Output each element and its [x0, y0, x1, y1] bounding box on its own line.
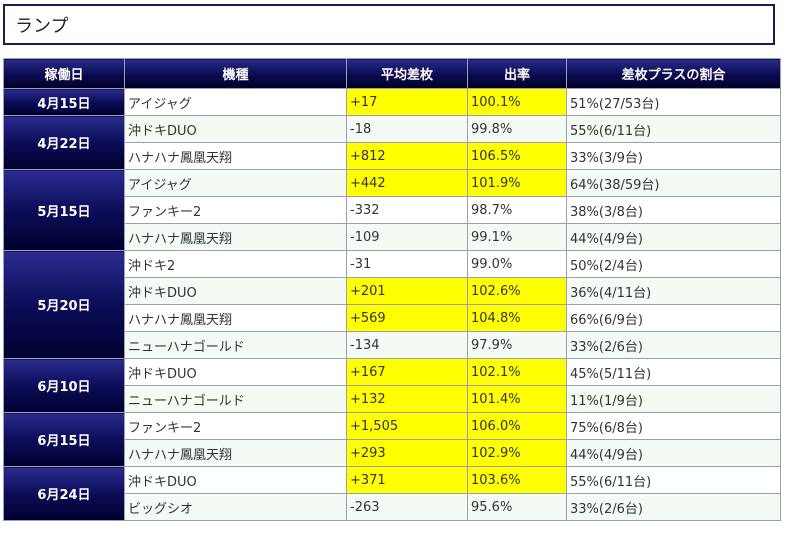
table-row: ハナハナ鳳凰天翔 -109 99.1% 44%(4/9台): [4, 223, 781, 251]
machine-cell: ニューハナゴールド: [124, 331, 347, 359]
avg-diff-cell: +1,505: [346, 412, 468, 440]
plus-ratio-cell: 44%(4/9台): [566, 439, 781, 467]
machine-cell: ファンキー2: [124, 196, 347, 224]
table-row: ファンキー2 -332 98.7% 38%(3/8台): [4, 196, 781, 224]
payout-rate-cell: 102.9%: [467, 439, 567, 467]
plus-ratio-cell: 33%(2/6台): [566, 493, 781, 521]
machine-cell: 沖ドキDUO: [124, 466, 347, 494]
plus-ratio-cell: 55%(6/11台): [566, 115, 781, 143]
avg-diff-cell: +132: [346, 385, 468, 413]
plus-ratio-cell: 45%(5/11台): [566, 358, 781, 386]
table-row: 6月24日 沖ドキDUO +371 103.6% 55%(6/11台): [3, 466, 781, 521]
plus-ratio-cell: 11%(1/9台): [566, 385, 781, 413]
plus-ratio-cell: 51%(27/53台): [566, 88, 781, 116]
table-body: 4月15日 アイジャグ +17 100.1% 51%(27/53台) 4月22日 沖ドキDU…: [3, 88, 781, 521]
table-row: 沖ドキDUO +201 102.6% 36%(4/11台): [4, 277, 781, 305]
table-row: 5月20日 沖ドキ2 -31 99.0% 50%(2/4台): [3, 250, 781, 359]
machine-cell: ファンキー2: [124, 412, 347, 440]
plus-ratio-cell: 50%(2/4台): [566, 250, 781, 278]
avg-diff-cell: +371: [346, 466, 468, 494]
payout-rate-cell: 101.9%: [467, 169, 567, 197]
plus-ratio-cell: 55%(6/11台): [566, 466, 781, 494]
plus-ratio-cell: 36%(4/11台): [566, 277, 781, 305]
machine-cell: ハナハナ鳳凰天翔: [124, 304, 347, 332]
avg-diff-cell: -134: [346, 331, 468, 359]
avg-diff-cell: +442: [346, 169, 468, 197]
table-header-row: 稼働日 機種 平均差枚 出率 差枚プラスの割合: [3, 58, 781, 89]
payout-rate-cell: 106.0%: [467, 412, 567, 440]
payout-rate-cell: 98.7%: [467, 196, 567, 224]
payout-rate-cell: 106.5%: [467, 142, 567, 170]
date-cell: 4月22日: [3, 115, 125, 170]
section-title: ランプ: [15, 16, 69, 37]
date-cell: 5月20日: [3, 250, 125, 359]
table-row: 5月15日 アイジャグ +442 101.9% 64%(38/59台): [3, 169, 781, 251]
payout-rate-cell: 101.4%: [467, 385, 567, 413]
avg-diff-cell: +17: [346, 88, 468, 116]
header-plus-ratio: 差枚プラスの割合: [566, 58, 781, 89]
payout-rate-cell: 99.8%: [467, 115, 567, 143]
table-row: ハナハナ鳳凰天翔 +812 106.5% 33%(3/9台): [4, 142, 781, 170]
avg-diff-cell: +293: [346, 439, 468, 467]
machine-cell: アイジャグ: [124, 169, 347, 197]
plus-ratio-cell: 33%(2/6台): [566, 331, 781, 359]
machine-cell: アイジャグ: [124, 88, 347, 116]
date-cell: 4月15日: [3, 88, 125, 116]
payout-rate-cell: 99.0%: [467, 250, 567, 278]
header-date: 稼働日: [3, 58, 125, 89]
avg-diff-cell: +569: [346, 304, 468, 332]
machine-cell: ビッグシオ: [124, 493, 347, 521]
plus-ratio-cell: 44%(4/9台): [566, 223, 781, 251]
machine-cell: ニューハナゴールド: [124, 385, 347, 413]
table-row: 6月15日 ファンキー2 +1,505 106.0% 75%(6/8台): [3, 412, 781, 467]
machine-cell: 沖ドキDUO: [124, 358, 347, 386]
machine-cell: 沖ドキDUO: [124, 277, 347, 305]
header-payout-rate: 出率: [467, 58, 567, 89]
table-row: 4月22日 沖ドキDUO -18 99.8% 55%(6/11台): [3, 115, 781, 170]
avg-diff-cell: -332: [346, 196, 468, 224]
payout-rate-cell: 99.1%: [467, 223, 567, 251]
date-cell: 6月15日: [3, 412, 125, 467]
avg-diff-cell: -18: [346, 115, 468, 143]
plus-ratio-cell: 64%(38/59台): [566, 169, 781, 197]
date-cell: 6月24日: [3, 466, 125, 521]
avg-diff-cell: +167: [346, 358, 468, 386]
machine-cell: 沖ドキDUO: [124, 115, 347, 143]
avg-diff-cell: -263: [346, 493, 468, 521]
payout-rate-cell: 100.1%: [467, 88, 567, 116]
section-title-box: ランプ: [3, 4, 775, 45]
results-table: 稼働日 機種 平均差枚 出率 差枚プラスの割合 4月15日 アイジャグ +17 100…: [3, 58, 781, 521]
table-row: 6月10日 沖ドキDUO +167 102.1% 45%(5/11台): [3, 358, 781, 413]
header-avg-diff: 平均差枚: [346, 58, 468, 89]
payout-rate-cell: 103.6%: [467, 466, 567, 494]
machine-cell: ハナハナ鳳凰天翔: [124, 439, 347, 467]
table-row: ニューハナゴールド -134 97.9% 33%(2/6台): [4, 331, 781, 359]
table-row: 4月15日 アイジャグ +17 100.1% 51%(27/53台): [3, 88, 781, 116]
table-row: ニューハナゴールド +132 101.4% 11%(1/9台): [4, 385, 781, 413]
machine-cell: ハナハナ鳳凰天翔: [124, 142, 347, 170]
header-machine: 機種: [124, 58, 347, 89]
avg-diff-cell: +201: [346, 277, 468, 305]
table-row: ビッグシオ -263 95.6% 33%(2/6台): [4, 493, 781, 521]
plus-ratio-cell: 33%(3/9台): [566, 142, 781, 170]
avg-diff-cell: -109: [346, 223, 468, 251]
avg-diff-cell: +812: [346, 142, 468, 170]
avg-diff-cell: -31: [346, 250, 468, 278]
date-cell: 6月10日: [3, 358, 125, 413]
payout-rate-cell: 102.1%: [467, 358, 567, 386]
payout-rate-cell: 95.6%: [467, 493, 567, 521]
plus-ratio-cell: 75%(6/8台): [566, 412, 781, 440]
payout-rate-cell: 102.6%: [467, 277, 567, 305]
table-row: ハナハナ鳳凰天翔 +293 102.9% 44%(4/9台): [4, 439, 781, 467]
plus-ratio-cell: 38%(3/8台): [566, 196, 781, 224]
date-cell: 5月15日: [3, 169, 125, 251]
payout-rate-cell: 97.9%: [467, 331, 567, 359]
machine-cell: ハナハナ鳳凰天翔: [124, 223, 347, 251]
payout-rate-cell: 104.8%: [467, 304, 567, 332]
machine-cell: 沖ドキ2: [124, 250, 347, 278]
plus-ratio-cell: 66%(6/9台): [566, 304, 781, 332]
